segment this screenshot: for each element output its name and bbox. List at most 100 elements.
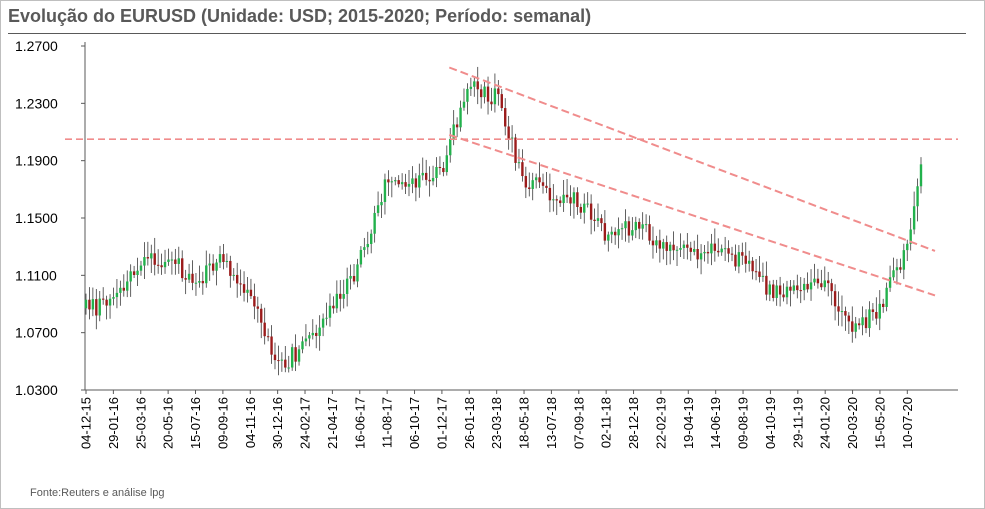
y-tick-label: 1.0700	[15, 325, 58, 341]
candle-body	[744, 255, 747, 264]
candle-body	[218, 254, 222, 263]
x-tick-label: 18-05-18	[517, 397, 532, 449]
candle-body	[290, 347, 294, 368]
candle-body	[882, 303, 885, 308]
candle-body	[916, 186, 919, 207]
candle-body	[902, 250, 906, 270]
candle-body	[452, 124, 455, 140]
candle-body	[181, 258, 184, 279]
candle-body	[462, 101, 466, 108]
candle-body	[177, 258, 180, 264]
candle-body	[857, 323, 861, 326]
candle-body	[363, 247, 366, 250]
candle-body	[414, 178, 418, 188]
candle-body	[376, 205, 380, 213]
candle-body	[504, 108, 507, 127]
x-tick-label: 07-09-18	[571, 397, 586, 449]
candle-body	[524, 176, 528, 188]
candle-body	[576, 192, 579, 208]
candle-body	[689, 247, 692, 252]
candle-body	[400, 182, 404, 185]
candle-body	[778, 285, 782, 295]
candle-body	[892, 270, 895, 278]
candle-body	[191, 273, 194, 283]
candle-body	[500, 94, 503, 109]
candle-body	[387, 179, 390, 183]
candle-body	[558, 200, 562, 204]
candle-body	[449, 139, 452, 156]
x-tick-label: 15-05-20	[872, 397, 887, 449]
candle-body	[844, 311, 847, 316]
x-tick-label: 13-07-18	[544, 397, 559, 449]
x-tick-label: 02-11-18	[599, 397, 614, 448]
candle-body	[861, 317, 864, 326]
candle-body	[383, 179, 387, 202]
candle-body	[538, 177, 541, 183]
candle-body	[789, 286, 792, 291]
candle-body	[345, 278, 349, 295]
candle-body	[572, 192, 576, 204]
candle-body	[479, 89, 483, 98]
candle-body	[256, 306, 260, 309]
candle-body	[339, 293, 342, 299]
candle-body	[782, 294, 785, 298]
x-tick-label: 04-11-16	[243, 397, 258, 448]
candle-body	[514, 137, 517, 163]
candle-body	[493, 88, 497, 105]
candle-body	[139, 265, 143, 271]
x-tick-label: 30-12-16	[270, 397, 285, 449]
y-tick-label: 1.0300	[15, 382, 58, 398]
candle-body	[754, 271, 758, 273]
candle-body	[895, 267, 899, 271]
candle-body	[249, 289, 253, 297]
candle-body	[699, 253, 703, 260]
y-tick-label: 1.2700	[15, 38, 58, 54]
candle-body	[531, 180, 534, 189]
candle-body	[101, 298, 105, 300]
candle-body	[765, 275, 768, 295]
candle-body	[311, 332, 314, 336]
candle-body	[359, 249, 363, 265]
candle-body	[112, 297, 115, 299]
candle-body	[806, 283, 809, 290]
candle-body	[132, 271, 136, 275]
candle-body	[304, 338, 308, 342]
candle-body	[751, 260, 754, 272]
candle-body	[528, 187, 531, 189]
candle-body	[655, 240, 658, 246]
x-tick-label: 29-11-19	[790, 397, 805, 448]
candle-body	[761, 275, 765, 277]
candle-body	[476, 81, 479, 90]
candle-body	[308, 335, 311, 339]
candle-body	[589, 203, 593, 220]
candle-body	[792, 285, 796, 291]
candle-body	[201, 280, 205, 284]
x-tick-label: 15-07-16	[188, 397, 203, 449]
candle-body	[497, 88, 500, 95]
candle-body	[473, 81, 476, 87]
candle-body	[648, 224, 651, 241]
candle-body	[868, 309, 871, 329]
candle-body	[160, 265, 163, 268]
x-tick-label: 04-12-15	[79, 397, 94, 449]
candle-body	[424, 172, 428, 180]
candle-body	[287, 367, 290, 369]
x-tick-label: 16-06-17	[352, 397, 367, 449]
candle-body	[205, 265, 208, 284]
candle-body	[115, 292, 119, 298]
candle-body	[510, 137, 514, 139]
candle-body	[318, 327, 321, 336]
y-tick-label: 1.1500	[15, 210, 58, 226]
candle-body	[864, 317, 868, 329]
candle-body	[242, 284, 246, 293]
candle-body	[747, 260, 751, 264]
candle-body	[899, 267, 902, 270]
candle-body	[373, 212, 376, 234]
candle-body	[802, 283, 806, 291]
candle-body	[772, 284, 775, 298]
x-tick-label: 19-04-19	[681, 397, 696, 449]
candle-body	[758, 271, 761, 277]
candle-body	[211, 263, 215, 271]
candle-body	[277, 360, 280, 362]
candle-body	[871, 309, 875, 313]
